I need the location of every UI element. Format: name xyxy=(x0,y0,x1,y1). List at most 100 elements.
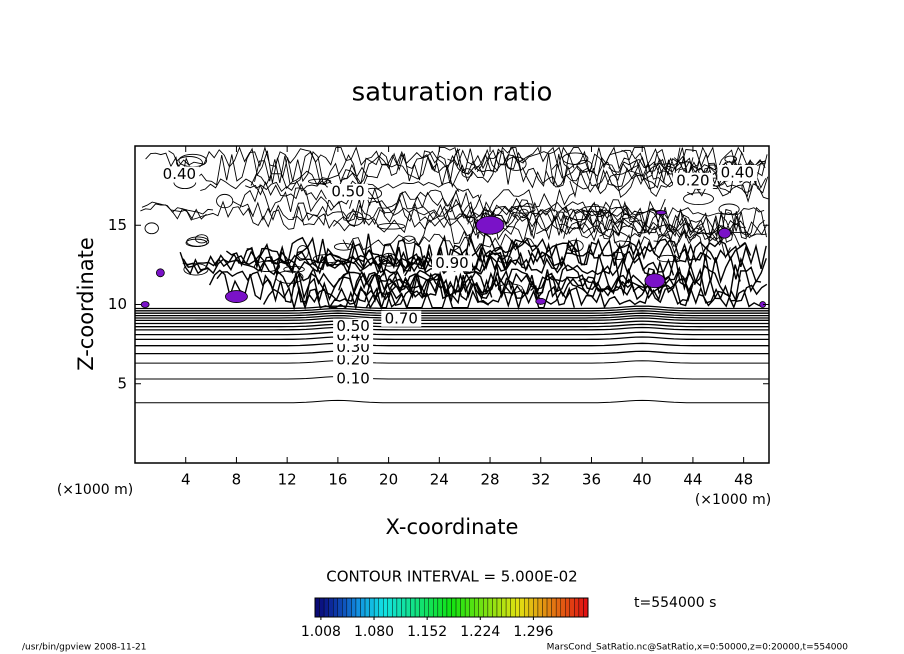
colorbar-cell xyxy=(405,597,411,618)
contour-line xyxy=(333,211,704,238)
colorbar-cell xyxy=(510,597,516,618)
contour-line xyxy=(254,150,575,188)
contour-line xyxy=(521,163,767,194)
colorbar-cell xyxy=(451,597,457,618)
contour-line xyxy=(376,223,406,230)
colorbar-cell xyxy=(583,597,589,618)
colorbar-cell xyxy=(396,597,402,618)
colorbar-cell xyxy=(333,597,338,618)
contour-label: 0.40 xyxy=(163,165,196,183)
label-bg xyxy=(333,370,374,387)
colorbar-cell xyxy=(464,597,470,618)
contour-label: 0.50 xyxy=(336,317,369,335)
contour-line xyxy=(339,241,579,274)
contour-line xyxy=(429,146,522,173)
contour-line xyxy=(239,183,575,214)
colorbar-cell xyxy=(446,597,452,618)
colorbar-cell xyxy=(578,597,584,618)
supersaturation-patch xyxy=(535,297,547,305)
contour-line xyxy=(216,267,446,292)
colorbar-cell xyxy=(337,597,343,618)
contour-line xyxy=(378,255,393,265)
contour-line xyxy=(576,159,593,173)
contour-line xyxy=(593,282,768,309)
contour-line xyxy=(724,155,738,163)
colorbar-cell xyxy=(314,597,320,618)
contour-line xyxy=(293,271,493,304)
contour-line xyxy=(208,269,489,306)
colorbar-cell xyxy=(319,597,325,618)
colorbar-cell xyxy=(496,597,502,618)
contour-line xyxy=(341,152,500,180)
contour-line xyxy=(135,326,769,331)
y-tick-label: 10 xyxy=(108,295,127,313)
colorbar-cell xyxy=(528,597,534,618)
contour-line xyxy=(171,200,254,220)
label-bg xyxy=(328,183,369,200)
x-tick-label: 40 xyxy=(633,471,652,489)
contour-interval: CONTOUR INTERVAL = 5.000E-02 xyxy=(326,568,577,586)
contour-line xyxy=(292,205,623,223)
contour-line xyxy=(141,201,214,215)
colorbar-cell xyxy=(419,597,425,618)
colorbar-cell xyxy=(346,597,352,618)
contour-label: 0.20 xyxy=(676,171,709,189)
colorbar-cell xyxy=(474,597,480,618)
contour-line xyxy=(140,203,207,222)
colorbar-cell xyxy=(537,597,543,618)
contour-line xyxy=(296,245,309,260)
colorbar-cell xyxy=(524,597,530,618)
contour-line xyxy=(348,187,482,215)
contour-line xyxy=(505,156,527,171)
x-tick-label: 20 xyxy=(379,471,398,489)
supersaturation-patch xyxy=(644,273,666,289)
colorbar-cell xyxy=(351,597,357,618)
contour-line xyxy=(476,146,681,175)
x-tick-label: 8 xyxy=(232,471,242,489)
contour-line xyxy=(254,260,281,273)
contour-line xyxy=(135,320,769,325)
colorbar-cell xyxy=(501,597,507,618)
y-tick-label: 15 xyxy=(108,216,127,234)
contour-line xyxy=(581,205,607,213)
colorbar-cell xyxy=(328,597,334,618)
footer: MarsCond_SatRatio.nc@SatRatio,x=0:50000,… xyxy=(547,643,849,653)
contour-line xyxy=(312,254,342,264)
colorbar-cell xyxy=(342,597,348,618)
contour-line xyxy=(144,222,159,235)
time-label: t=554000 s xyxy=(634,595,716,611)
contour-line xyxy=(569,169,769,199)
colorbar-cell xyxy=(515,597,520,618)
contour-line xyxy=(232,197,538,227)
colorbar-cell xyxy=(542,597,548,618)
label-bg xyxy=(333,351,374,368)
colorbar-cell xyxy=(533,597,539,618)
colorbar-cell xyxy=(369,597,375,618)
contour-line xyxy=(135,317,769,322)
colorbar-cell xyxy=(428,597,434,618)
colorbar-label: 1.296 xyxy=(513,624,553,640)
colorbar-cell xyxy=(437,597,443,618)
contour-label: 0.50 xyxy=(331,182,364,200)
contour-line xyxy=(380,252,397,267)
x-tick-label: 16 xyxy=(328,471,347,489)
contour-line xyxy=(186,236,210,247)
contour-line xyxy=(563,206,767,242)
contour-line xyxy=(135,312,769,317)
contour-line xyxy=(527,238,712,267)
contour-line xyxy=(333,242,354,251)
contour-line xyxy=(135,331,769,336)
colorbar-cell xyxy=(483,597,489,618)
colorbar-label: 1.080 xyxy=(354,624,394,640)
contour-line xyxy=(497,255,513,264)
contour-label: 0.10 xyxy=(336,369,369,387)
x-tick-label: 28 xyxy=(480,471,499,489)
colorbar-cell xyxy=(487,597,493,618)
contour-line xyxy=(250,170,369,191)
colorbar-cell xyxy=(383,597,389,618)
contour-line xyxy=(307,178,332,185)
contour-line xyxy=(135,305,769,310)
x-unit-label: (×1000 m) xyxy=(695,492,771,508)
supersaturation-patch xyxy=(225,290,248,303)
contour-line xyxy=(497,283,523,294)
